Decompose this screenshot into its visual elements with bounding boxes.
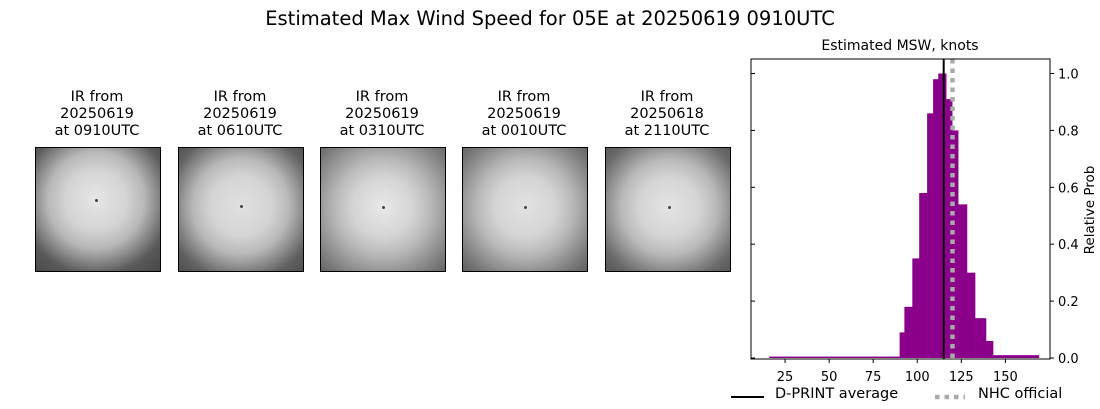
ir-satellite-image bbox=[462, 147, 588, 272]
histogram-bar bbox=[927, 113, 934, 358]
y-tick-label: 0.6 bbox=[1058, 181, 1079, 196]
ir-panel-title-line1: IR from bbox=[355, 89, 409, 105]
y-tick-label: 0.4 bbox=[1058, 238, 1079, 253]
ir-panel-title: IR from 20250618 at 2110UTC bbox=[587, 89, 747, 140]
histogram-bar bbox=[904, 306, 913, 358]
ir-panel-title: IR from 20250619 at 0310UTC bbox=[302, 89, 462, 140]
y-tick-label: 1.0 bbox=[1058, 68, 1079, 83]
x-tick-label: 75 bbox=[865, 370, 882, 385]
ir-panel-title-line2: 20250619 bbox=[345, 106, 419, 122]
ir-panel-title: IR from 20250619 at 0910UTC bbox=[17, 89, 177, 140]
storm-eye-icon bbox=[524, 206, 527, 209]
ir-panel-title-line2: 20250619 bbox=[203, 106, 277, 122]
histogram-bar bbox=[912, 258, 920, 358]
histogram-bar bbox=[769, 356, 900, 358]
ir-satellite-image bbox=[178, 147, 304, 272]
ir-satellite-image bbox=[320, 147, 446, 272]
legend-nhc-label: NHC official bbox=[978, 386, 1063, 402]
storm-eye-icon bbox=[382, 206, 385, 209]
y-axis-label: Relative Prob bbox=[1082, 166, 1098, 255]
storm-eye-icon bbox=[95, 199, 98, 202]
ir-panel-title-line1: IR from bbox=[640, 89, 694, 105]
plot-frame bbox=[750, 58, 1051, 360]
histogram-bar bbox=[899, 332, 905, 358]
x-tick-label: 25 bbox=[777, 370, 794, 385]
ir-panel-title: IR from 20250619 at 0010UTC bbox=[444, 89, 604, 140]
storm-eye-icon bbox=[668, 206, 671, 209]
histogram-bar bbox=[985, 340, 994, 358]
ir-panel-title-line1: IR from bbox=[213, 89, 267, 105]
ir-panel-title: IR from 20250619 at 0610UTC bbox=[160, 89, 320, 140]
ir-panel-title-line3: at 0010UTC bbox=[481, 123, 567, 139]
x-tick-label: 100 bbox=[905, 370, 930, 385]
y-tick-label: 0.8 bbox=[1058, 124, 1079, 139]
figure-title: Estimated Max Wind Speed for 05E at 2025… bbox=[265, 7, 835, 30]
y-tick-label: 0.0 bbox=[1058, 352, 1079, 367]
ir-panel-title-line2: 20250619 bbox=[487, 106, 561, 122]
histogram-bar bbox=[958, 204, 968, 358]
x-axis-ticks: 25 50 75 100 125 150 bbox=[777, 359, 1018, 385]
histogram-bar bbox=[966, 272, 976, 358]
histogram-bar bbox=[993, 355, 1040, 358]
histogram-bars bbox=[769, 73, 1040, 358]
histogram-bar bbox=[919, 192, 928, 358]
reference-lines bbox=[942, 59, 955, 359]
ir-satellite-image bbox=[35, 147, 161, 272]
legend-dprint-label: D-PRINT average bbox=[775, 386, 899, 402]
x-tick-label: 50 bbox=[821, 370, 838, 385]
x-tick-label: 125 bbox=[949, 370, 974, 385]
ir-panel-title-line1: IR from bbox=[70, 89, 124, 105]
histogram-bar bbox=[938, 73, 947, 358]
histogram-bar bbox=[946, 99, 953, 358]
histogram-bar bbox=[975, 318, 987, 358]
ir-satellite-image bbox=[605, 147, 731, 272]
chart-title: Estimated MSW, knots bbox=[821, 38, 978, 54]
storm-eye-icon bbox=[240, 205, 243, 208]
y-tick-label: 0.2 bbox=[1058, 295, 1079, 310]
histogram-bar bbox=[933, 79, 939, 358]
histogram-bar bbox=[952, 130, 959, 358]
ir-panel-title-line2: 20250619 bbox=[60, 106, 134, 122]
ir-panel-title-line3: at 0910UTC bbox=[54, 123, 140, 139]
ir-panel-title-line3: at 2110UTC bbox=[624, 123, 710, 139]
x-tick-label: 150 bbox=[993, 370, 1018, 385]
ir-panel-title-line3: at 0310UTC bbox=[339, 123, 425, 139]
ir-panel-title-line3: at 0610UTC bbox=[197, 123, 283, 139]
ir-panel-title-line1: IR from bbox=[497, 89, 551, 105]
y-axis-ticks: 0.0 0.2 0.4 0.6 0.8 1.0 bbox=[751, 68, 1079, 367]
ir-panel-title-line2: 20250618 bbox=[630, 106, 704, 122]
